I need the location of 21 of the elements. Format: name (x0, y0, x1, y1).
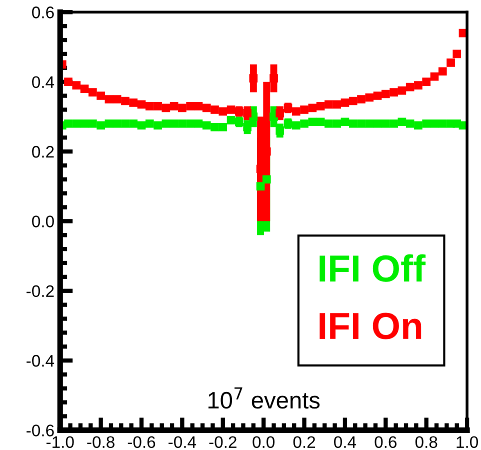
x-tick-label: -0.6 (128, 436, 156, 448)
annotation: 10$^{7}$ events (208, 387, 320, 409)
x-tick-label: 0.2 (293, 436, 316, 448)
text: IFI On (320, 312, 422, 340)
y-tick-label: -0.2 (26, 285, 54, 298)
x-tick-label: 0.0 (252, 436, 275, 448)
x-tick-label: -0.4 (168, 436, 196, 448)
x-tick-label: -0.8 (87, 436, 114, 448)
x-tick-label: -1.0 (46, 436, 74, 448)
x-tick-label: 1.0 (456, 436, 478, 448)
x-tick-label: 0.4 (334, 436, 356, 448)
y-tick-label: 0.0 (32, 216, 54, 228)
y-tick-label: 0.4 (32, 76, 54, 88)
x-tick-label: 0.6 (374, 436, 397, 448)
x-tick-label: 0.8 (415, 436, 438, 448)
y-tick-label: 0.6 (32, 6, 54, 18)
y-tick-label: -0.4 (26, 354, 54, 367)
x-tick-label: -0.2 (209, 436, 236, 448)
y-tick-label: -0.6 (26, 424, 54, 436)
y-tick-label: 0.2 (32, 146, 54, 158)
text: IFI Off (320, 254, 426, 282)
